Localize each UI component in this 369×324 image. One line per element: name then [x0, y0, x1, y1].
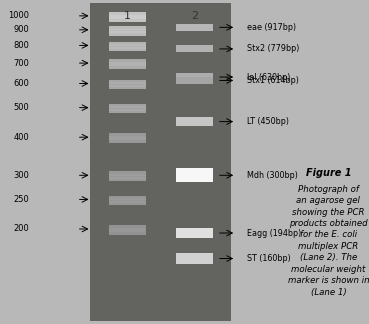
Text: 600: 600 — [14, 79, 30, 88]
Bar — [109, 29, 146, 33]
Bar — [109, 106, 146, 111]
Text: 900: 900 — [14, 25, 30, 34]
Bar — [109, 62, 146, 66]
Bar — [109, 85, 146, 89]
Bar — [109, 230, 146, 235]
Bar — [109, 12, 146, 17]
Bar — [109, 177, 146, 181]
Text: 1000: 1000 — [8, 11, 30, 20]
Bar — [109, 26, 146, 30]
Bar — [109, 64, 146, 69]
Text: Stx2 (779bp): Stx2 (779bp) — [247, 44, 300, 53]
Bar — [109, 82, 146, 87]
Text: 1: 1 — [124, 11, 131, 21]
Text: eae (917bp): eae (917bp) — [247, 23, 296, 32]
Bar — [109, 80, 146, 84]
Bar — [109, 41, 146, 46]
Bar — [176, 228, 213, 238]
Bar — [109, 198, 146, 203]
Bar — [109, 174, 146, 179]
Bar — [109, 17, 146, 22]
Bar — [109, 225, 146, 230]
Text: Mdh (300bp): Mdh (300bp) — [247, 171, 298, 180]
Text: Figure 1: Figure 1 — [306, 168, 351, 178]
Text: 400: 400 — [14, 133, 30, 142]
Text: 200: 200 — [14, 225, 30, 234]
Bar — [176, 24, 213, 31]
Text: ST (160bp): ST (160bp) — [247, 254, 291, 263]
Bar — [176, 168, 213, 182]
Bar — [109, 31, 146, 36]
Bar — [176, 74, 213, 81]
Bar — [109, 138, 146, 143]
Text: 500: 500 — [14, 103, 30, 112]
Bar — [109, 228, 146, 232]
Text: 250: 250 — [14, 195, 30, 204]
Bar — [109, 196, 146, 200]
Bar — [176, 45, 213, 52]
Bar — [109, 136, 146, 140]
Text: Stx1 (614bp): Stx1 (614bp) — [247, 76, 299, 85]
Bar — [109, 171, 146, 176]
Bar — [109, 109, 146, 113]
Text: LT (450bp): LT (450bp) — [247, 117, 289, 126]
Bar — [176, 77, 213, 84]
Bar — [109, 133, 146, 138]
Text: Ial (630bp): Ial (630bp) — [247, 73, 291, 82]
Bar — [109, 59, 146, 64]
Text: 800: 800 — [14, 41, 30, 50]
Bar — [176, 253, 213, 264]
Bar — [109, 44, 146, 49]
Bar — [176, 117, 213, 126]
Bar — [109, 104, 146, 108]
Bar — [109, 15, 146, 19]
Text: 700: 700 — [14, 59, 30, 68]
Bar — [109, 201, 146, 205]
Text: Photograph of
an agarose gel
showing the PCR
products obtained
for the E. coli
m: Photograph of an agarose gel showing the… — [287, 185, 369, 297]
Bar — [109, 47, 146, 51]
Text: Eagg (194bp): Eagg (194bp) — [247, 228, 301, 237]
Bar — [90, 3, 231, 321]
Text: 300: 300 — [14, 171, 30, 180]
Text: 2: 2 — [191, 11, 199, 21]
